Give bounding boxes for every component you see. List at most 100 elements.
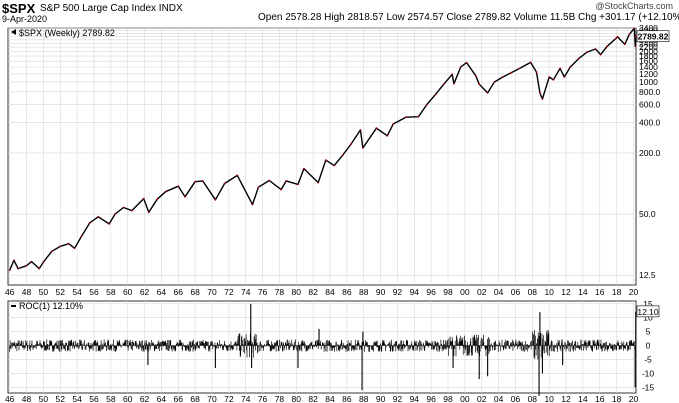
price-point [59, 245, 62, 248]
y-tick-label: 1200 [639, 69, 658, 79]
x-tick-label: 94 [410, 287, 420, 297]
roc-x-tick-label: 86 [342, 394, 352, 403]
price-point [493, 81, 496, 83]
x-tick-label: 14 [578, 287, 588, 297]
roc-y-tick-label: 5 [646, 327, 651, 337]
price-point [122, 206, 125, 209]
price-point [201, 180, 204, 182]
price-point [623, 43, 626, 46]
price-point [333, 164, 336, 167]
roc-x-tick-label: 72 [224, 394, 234, 403]
price-point [614, 37, 617, 40]
price-point [465, 61, 468, 64]
x-tick-label: 06 [511, 287, 521, 297]
x-tick-label: 18 [612, 287, 622, 297]
roc-x-tick-label: 56 [89, 394, 99, 403]
price-point [184, 195, 186, 198]
price-point [297, 183, 299, 186]
price-point [426, 103, 428, 106]
price-point [434, 93, 437, 96]
price-point [142, 197, 145, 200]
x-tick-label: 04 [494, 287, 504, 297]
roc-x-tick-label: 20 [629, 394, 639, 403]
y-tick-label: 1000 [639, 77, 658, 87]
price-point [634, 45, 637, 48]
price-point [80, 235, 83, 238]
price-point [594, 48, 597, 50]
x-tick-label: 50 [39, 287, 49, 297]
last-roc-tag-box [636, 305, 660, 318]
price-point [285, 180, 288, 182]
roc-x-tick-label: 92 [393, 394, 403, 403]
roc-x-tick-label: 16 [595, 394, 605, 403]
index-name: S&P 500 Large Cap Index INDX [40, 3, 183, 14]
price-point [13, 259, 15, 262]
exchange-label: INDX [158, 3, 183, 14]
price-point [442, 83, 445, 86]
price-point [569, 66, 572, 68]
roc-x-tick-label: 80 [292, 394, 302, 403]
price-point [30, 260, 33, 263]
price-point [25, 264, 28, 267]
x-tick-label: 54 [72, 287, 82, 297]
roc-x-tick-label: 88 [359, 394, 369, 403]
roc-x-tick-label: 70 [207, 394, 217, 403]
x-tick-label: 84 [325, 287, 335, 297]
roc-x-tick-label: 94 [410, 394, 420, 403]
roc-y-tick-label: 15 [643, 299, 653, 309]
roc-y-tick-label: -10 [642, 368, 655, 378]
roc-x-tick-label: 50 [39, 394, 49, 403]
roc-x-tick-label: 12 [561, 394, 571, 403]
price-point [194, 180, 197, 183]
price-point [303, 167, 305, 170]
roc-x-tick-label: 04 [494, 394, 504, 403]
x-tick-label: 72 [224, 287, 234, 297]
y-tick-label: 3400 [639, 23, 658, 33]
x-tick-label: 90 [376, 287, 386, 297]
y-tick-label: 1600 [639, 56, 658, 66]
y-tick-label: 2400 [639, 38, 658, 48]
price-point [586, 51, 588, 53]
price-point [478, 83, 481, 86]
x-tick-label: 10 [544, 287, 554, 297]
price-point [548, 76, 551, 78]
x-tick-label: 12 [561, 287, 571, 297]
price-point [541, 98, 544, 100]
roc-x-tick-label: 90 [376, 394, 386, 403]
legend-marker [11, 29, 16, 35]
price-point [317, 181, 320, 184]
price-point [108, 223, 111, 225]
roc-x-tick-label: 68 [190, 394, 200, 403]
price-point [392, 123, 395, 125]
price-point [97, 215, 100, 218]
roc-x-tick-label: 06 [511, 394, 521, 403]
y-tick-label: 2200 [639, 42, 658, 52]
y-tick-label: 600.0 [639, 99, 661, 109]
price-point [616, 36, 619, 38]
price-point [535, 71, 538, 73]
price-point [359, 129, 362, 131]
price-point [164, 190, 167, 193]
price-point [577, 57, 580, 60]
x-tick-label: 20 [629, 287, 639, 297]
price-point [417, 115, 420, 118]
price-point [236, 174, 239, 177]
price-point [451, 73, 454, 76]
price-point [156, 198, 159, 201]
roc-x-tick-label: 58 [106, 394, 116, 403]
price-point [257, 186, 260, 189]
roc-x-tick-label: 18 [612, 394, 622, 403]
price-point [8, 269, 11, 272]
x-tick-label: 00 [460, 287, 470, 297]
x-tick-label: 82 [308, 287, 318, 297]
price-point [223, 182, 226, 185]
price-point [510, 71, 513, 74]
roc-x-tick-label: 66 [174, 394, 184, 403]
price-point [251, 203, 254, 206]
price-point [362, 147, 364, 149]
price-point [38, 267, 41, 270]
roc-panel: 46 48 50 52 54 56 58 60 62 64 66 68 70 72 74 76 78 80 82 84… [5, 299, 660, 403]
roc-x-tick-label: 78 [275, 394, 285, 403]
price-point [559, 67, 561, 70]
x-tick-label: 76 [258, 287, 268, 297]
